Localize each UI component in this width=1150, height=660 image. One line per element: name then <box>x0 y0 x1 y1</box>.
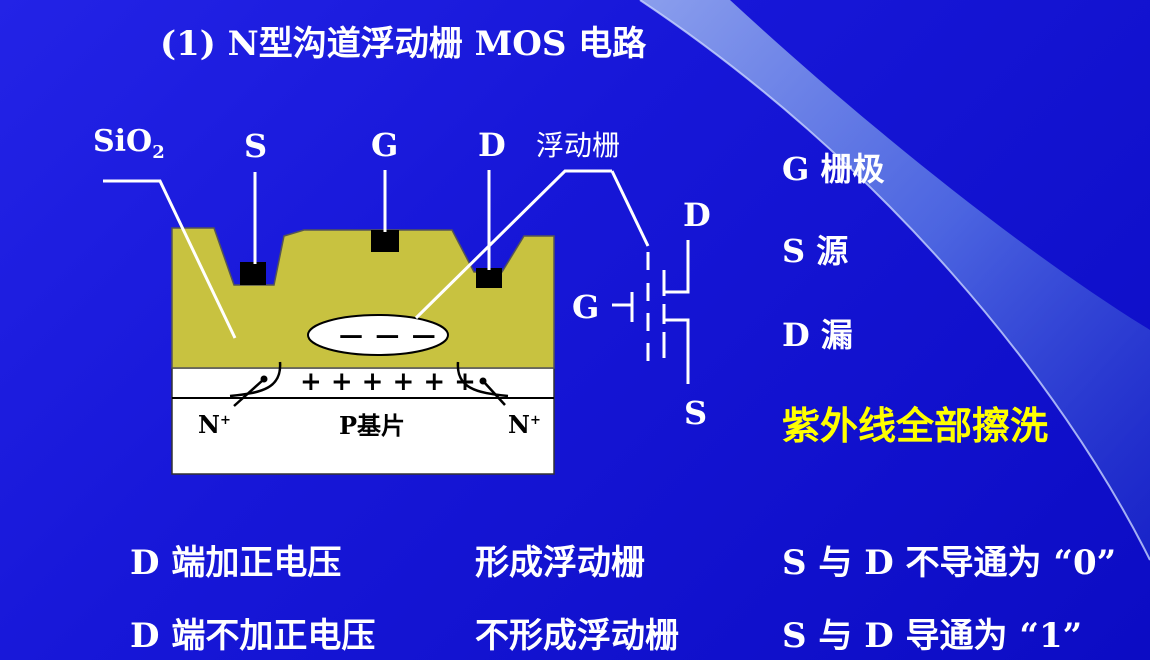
floating-gate <box>307 314 449 356</box>
decorative-beam-edge <box>639 0 1150 561</box>
positive-charges: + + + + + + <box>300 367 476 397</box>
row-1-state: S 与 D 不导通为 “0” <box>782 543 1117 583</box>
source-label: S <box>244 127 268 165</box>
n-plus-left-pointer <box>233 379 264 407</box>
n-plus-right-pointer <box>483 381 506 406</box>
row-2-condition: D 端不加正电压 <box>130 616 376 656</box>
legend-gate: G 栅极 <box>782 150 885 188</box>
substrate-label: P基片 <box>339 411 406 440</box>
drain-label: D <box>478 126 506 164</box>
floating-gate-label: 浮动栅 <box>536 129 621 162</box>
row-1-condition: D 端加正电压 <box>130 543 342 583</box>
n-plus-left-dot <box>260 375 268 383</box>
n-plus-right-region <box>456 361 509 398</box>
n-plus-right-label: N+ <box>508 410 541 439</box>
symbol-source-wire <box>664 318 690 384</box>
floating-gate-pointer-2 <box>610 170 650 247</box>
symbol-drain-label: D <box>683 196 711 234</box>
decorative-beam <box>640 0 1150 560</box>
sio2-label: SiO2 <box>93 124 165 163</box>
row-1-result: 形成浮动栅 <box>475 543 645 583</box>
n-left-text: N <box>198 410 220 439</box>
sio2-subscript: 2 <box>152 142 165 163</box>
n-right-text: N <box>508 410 530 439</box>
n-left-sup: + <box>219 413 231 428</box>
negative-charges: — — — <box>339 320 438 349</box>
n-plus-left-label: N+ <box>198 410 231 439</box>
legend-source: S 源 <box>782 232 849 270</box>
mos-symbol <box>612 240 690 384</box>
sio2-label-text: SiO <box>93 124 153 159</box>
symbol-source-label: S <box>684 394 708 432</box>
gate-electrode <box>371 230 399 252</box>
n-plus-left-region <box>229 361 282 398</box>
row-2-state: S 与 D 导通为 “1” <box>782 616 1083 656</box>
gate-label: G <box>371 126 399 164</box>
sio2-pointer <box>103 179 237 339</box>
source-electrode <box>240 262 266 285</box>
n-right-sup: + <box>529 413 541 428</box>
uv-erase-text: 紫外线全部擦洗 <box>782 404 1049 448</box>
page-title: (1) N型沟道浮动栅 MOS 电路 <box>160 24 647 64</box>
row-2-result: 不形成浮动栅 <box>475 616 679 656</box>
symbol-drain-wire <box>664 240 690 294</box>
symbol-gate-label: G <box>572 288 600 326</box>
legend-drain: D 漏 <box>782 316 853 354</box>
drain-electrode <box>476 268 502 288</box>
n-plus-right-dot <box>479 377 487 385</box>
floating-gate-pointer <box>414 169 612 320</box>
